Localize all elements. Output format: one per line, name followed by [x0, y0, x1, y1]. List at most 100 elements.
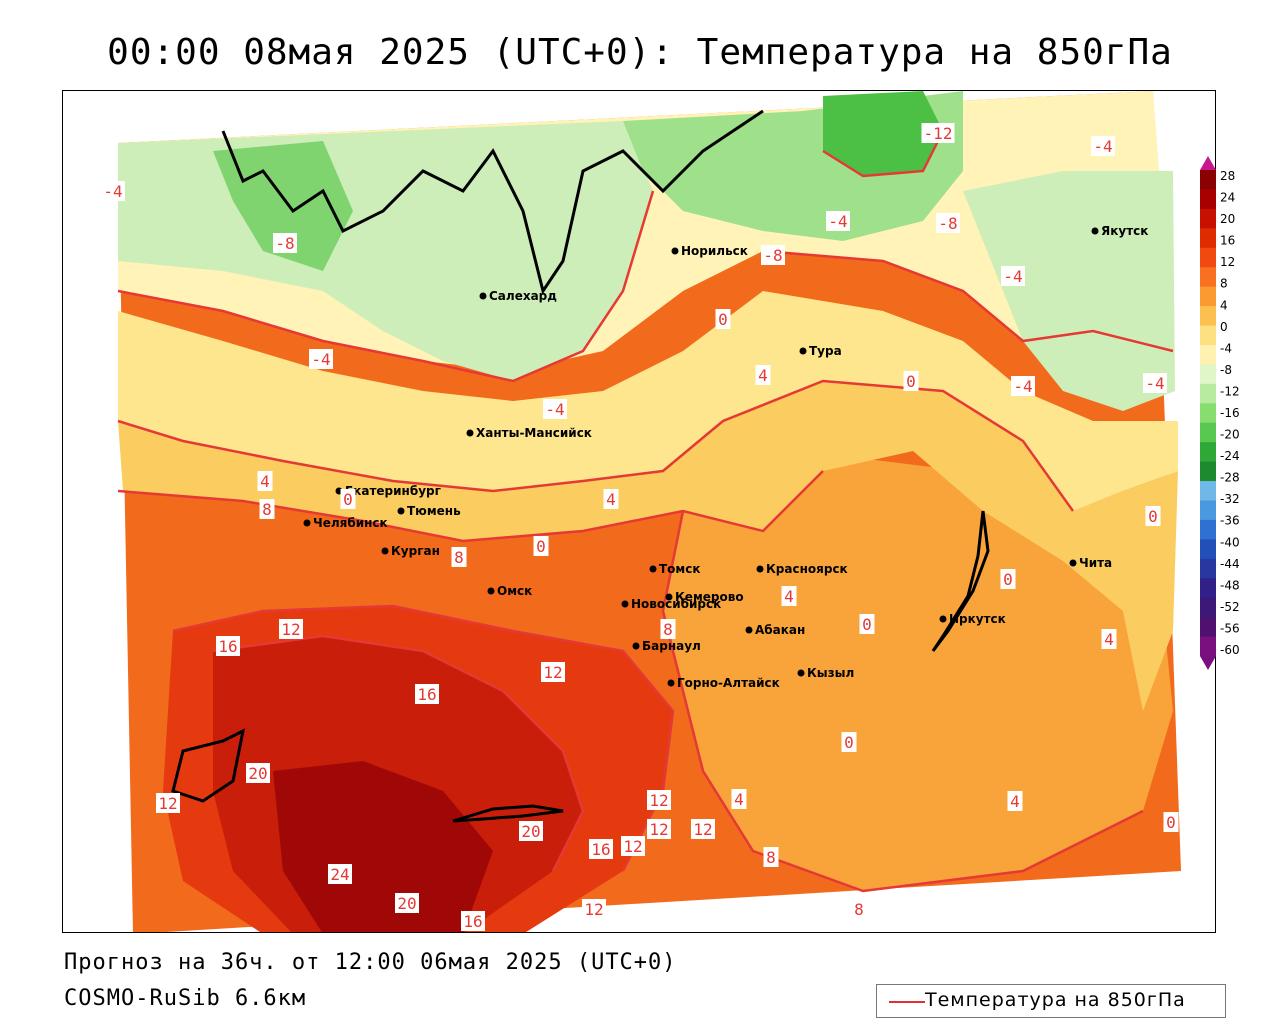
- svg-text:20: 20: [248, 764, 267, 783]
- svg-text:-12: -12: [924, 124, 953, 143]
- forecast-info: Прогноз на 36ч. от 12:00 06мая 2025 (UTC…: [64, 950, 677, 975]
- city-marker: [1091, 227, 1099, 235]
- colorbar-bottom-arrow: [1200, 656, 1216, 670]
- colorbar-segment: [1200, 578, 1216, 599]
- contour-label: 4: [257, 471, 273, 491]
- svg-text:12: 12: [543, 663, 562, 682]
- contour-label: 4: [781, 586, 797, 606]
- svg-text:8: 8: [262, 500, 272, 519]
- svg-text:-4: -4: [545, 400, 564, 419]
- contour-label: -4: [826, 211, 850, 231]
- svg-text:16: 16: [591, 840, 610, 859]
- city-label: Норильск: [681, 244, 748, 258]
- svg-text:12: 12: [649, 791, 668, 810]
- contour-label: 12: [691, 819, 715, 839]
- city-marker: [649, 565, 657, 573]
- city-label: Челябинск: [313, 516, 388, 530]
- city-marker: [621, 600, 629, 608]
- contour-label: 0: [859, 614, 875, 634]
- colorbar-tick-label: -28: [1220, 471, 1240, 485]
- city-label: Омск: [497, 584, 532, 598]
- colorbar-segment: [1200, 267, 1216, 288]
- arctic-coastline: [221, 109, 764, 295]
- contour-label: 8: [451, 547, 467, 567]
- svg-text:4: 4: [1010, 792, 1020, 811]
- colorbar-segment: [1200, 403, 1216, 424]
- city-marker: [397, 507, 405, 515]
- svg-text:12: 12: [281, 620, 300, 639]
- contour-label: -4: [101, 181, 125, 201]
- contour-label: 4: [1007, 791, 1023, 811]
- svg-text:0: 0: [1166, 813, 1176, 832]
- contour-label: 0: [903, 371, 919, 391]
- colorbar-segment: [1200, 500, 1216, 521]
- cold-zone-minus4-east: [963, 171, 1175, 411]
- colorbar-segment: [1200, 208, 1216, 229]
- svg-text:16: 16: [463, 912, 482, 931]
- city-marker: [939, 615, 947, 623]
- colorbar-tick-label: -32: [1220, 492, 1240, 506]
- colorbar-tick-label: -56: [1220, 621, 1240, 635]
- contour-label: -8: [936, 213, 960, 233]
- city-layer: Якутск Норильск Салехард Тура Ханты-Мансийск…: [303, 224, 1148, 690]
- contour-label: 0: [340, 489, 356, 509]
- colorbar-segment: [1200, 286, 1216, 307]
- city-marker: [632, 642, 640, 650]
- colorbar-segment: [1200, 325, 1216, 346]
- colorbar-segment: [1200, 247, 1216, 268]
- contour-label: 8: [851, 899, 867, 919]
- contour-label: -4: [1091, 136, 1115, 156]
- contour-label: 20: [519, 821, 543, 841]
- svg-text:4: 4: [784, 587, 794, 606]
- city-label: Красноярск: [766, 562, 848, 576]
- svg-text:4: 4: [734, 790, 744, 809]
- svg-text:24: 24: [330, 865, 349, 884]
- city-marker: [303, 519, 311, 527]
- colorbar-segment: [1200, 306, 1216, 327]
- svg-text:8: 8: [663, 620, 673, 639]
- mild-zone-8: [663, 451, 1173, 891]
- city-marker: [1069, 559, 1077, 567]
- balkhash-coastline: [452, 804, 564, 823]
- contour-label: -4: [543, 399, 567, 419]
- contour-label: 16: [216, 636, 240, 656]
- contour-label: 4: [1101, 629, 1117, 649]
- contour-label: 0: [1000, 569, 1016, 589]
- colorbar-segment: [1200, 636, 1216, 657]
- colorbar-segment: [1200, 364, 1216, 385]
- city-label: Тюмень: [407, 504, 461, 518]
- svg-text:-8: -8: [938, 214, 957, 233]
- svg-text:-4: -4: [1145, 374, 1164, 393]
- city-label: Чита: [1079, 556, 1112, 570]
- colorbar-tick-label: -24: [1220, 449, 1240, 463]
- colorbar-tick-label: -60: [1220, 643, 1240, 657]
- temperature-map[interactable]: Якутск Норильск Салехард Тура Ханты-Мансийск…: [62, 90, 1216, 933]
- colorbar-segment: [1200, 481, 1216, 501]
- city-label: Горно-Алтайск: [677, 676, 780, 690]
- contour-label: -8: [273, 233, 297, 253]
- cold-zone-minus8-west: [213, 141, 353, 271]
- city-marker: [667, 679, 675, 687]
- city-label: Тура: [809, 344, 842, 358]
- colorbar-segment: [1200, 383, 1216, 404]
- colorbar-tick-label: -8: [1220, 363, 1232, 377]
- svg-text:-4: -4: [1093, 137, 1112, 156]
- cool-zone-0: [118, 291, 1178, 511]
- svg-text:8: 8: [766, 848, 776, 867]
- svg-text:0: 0: [343, 490, 353, 509]
- colorbar-tick-label: 24: [1220, 191, 1235, 205]
- city-label: Курган: [391, 544, 440, 558]
- contour-label: -4: [309, 349, 333, 369]
- svg-text:16: 16: [218, 637, 237, 656]
- city-marker: [487, 587, 495, 595]
- city-label: Екатеринбург: [345, 484, 441, 498]
- city-label: Абакан: [755, 623, 805, 637]
- colorbar-tick-label: -48: [1220, 578, 1240, 592]
- city-label: Иркутск: [949, 612, 1006, 626]
- svg-text:0: 0: [862, 615, 872, 634]
- city-label: Якутск: [1101, 224, 1148, 238]
- contour-label: 4: [731, 789, 747, 809]
- svg-text:20: 20: [397, 894, 416, 913]
- contour-label: 16: [415, 684, 439, 704]
- city-marker: [466, 429, 474, 437]
